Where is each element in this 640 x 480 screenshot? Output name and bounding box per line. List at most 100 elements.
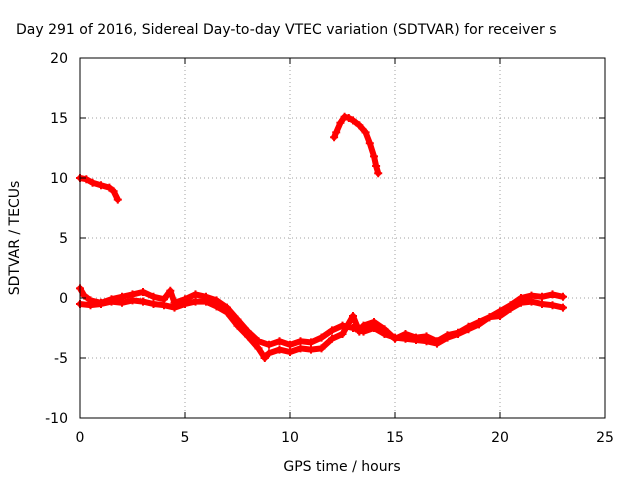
y-tick-label: 0 <box>59 291 68 307</box>
data-point <box>365 139 374 148</box>
data-point <box>88 178 97 187</box>
data-point <box>401 330 410 338</box>
y-tick-label: 10 <box>50 171 68 187</box>
data-point <box>109 187 118 196</box>
data-point <box>233 321 242 330</box>
data-point <box>260 354 269 362</box>
data-point <box>223 308 231 317</box>
data-point <box>374 169 383 178</box>
series-layer <box>76 112 567 362</box>
tick-layer: 0 5 10 15 20 25 -10 -5 0 5 10 15 20 <box>45 51 614 446</box>
x-tick-label: 15 <box>386 430 404 446</box>
x-tick-label: 20 <box>491 430 509 446</box>
data-point <box>265 340 273 349</box>
data-point <box>254 344 263 353</box>
data-point <box>105 183 114 192</box>
plot-frame <box>79 57 606 419</box>
data-point <box>359 321 368 330</box>
data-point <box>517 298 525 307</box>
data-point <box>485 313 494 322</box>
data-point <box>538 300 546 308</box>
data-point <box>433 337 441 346</box>
data-point <box>559 303 567 312</box>
data-point <box>391 334 399 343</box>
data-point <box>244 332 252 341</box>
data-point <box>370 152 378 161</box>
data-point <box>538 292 546 301</box>
data-point <box>372 162 381 170</box>
y-tick-label: -5 <box>54 351 68 367</box>
data-point <box>286 340 294 349</box>
data-point <box>422 332 431 341</box>
data-point <box>332 128 341 137</box>
x-tick-label: 10 <box>281 430 299 446</box>
series-2-points <box>76 296 567 362</box>
data-point <box>338 330 347 338</box>
data-point <box>191 290 200 299</box>
y-tick-label: 20 <box>50 51 68 67</box>
x-tick-label: 25 <box>596 430 614 446</box>
data-point <box>97 300 105 308</box>
data-point <box>317 344 326 353</box>
data-point <box>107 297 116 306</box>
data-point <box>275 337 284 346</box>
data-point <box>370 318 378 326</box>
chart-title: Day 291 of 2016, Sidereal Day-to-day VTE… <box>16 22 557 38</box>
data-point <box>548 301 557 310</box>
data-point <box>128 296 137 305</box>
data-point <box>527 297 536 306</box>
data-point <box>265 349 273 358</box>
data-point <box>380 325 389 334</box>
data-point <box>149 300 158 308</box>
data-point <box>296 337 305 346</box>
data-point <box>454 328 462 337</box>
data-point <box>559 292 567 301</box>
data-point <box>286 348 294 356</box>
data-point <box>118 298 126 307</box>
data-point <box>166 286 175 295</box>
data-point <box>307 345 315 354</box>
y-tick-label: 5 <box>59 231 68 247</box>
data-point <box>355 327 364 336</box>
data-point <box>275 345 284 354</box>
y-axis-label: SDTVAR / TECUs <box>7 181 23 296</box>
data-point <box>349 116 357 125</box>
data-point <box>86 301 95 310</box>
data-point <box>496 312 504 320</box>
data-point <box>443 331 452 340</box>
data-point <box>361 128 370 137</box>
data-point <box>160 301 168 310</box>
data-point <box>464 322 473 331</box>
data-point <box>336 118 345 127</box>
data-point <box>181 300 189 308</box>
data-point <box>139 288 147 296</box>
data-point <box>296 344 305 353</box>
data-point <box>191 297 200 306</box>
data-point <box>412 333 420 342</box>
data-point <box>340 112 349 121</box>
data-point <box>328 334 336 343</box>
data-point <box>82 175 91 184</box>
data-point <box>212 302 221 311</box>
data-point <box>202 297 210 306</box>
series-4-points <box>330 112 383 178</box>
data-point <box>349 312 357 320</box>
data-point <box>330 133 339 142</box>
data-point <box>97 181 105 190</box>
data-point <box>307 338 315 347</box>
data-point <box>548 290 557 299</box>
x-tick-label: 0 <box>76 430 85 446</box>
y-tick-label: 15 <box>50 111 68 127</box>
grid-layer <box>80 58 605 418</box>
data-point <box>355 121 364 130</box>
data-point <box>475 318 483 326</box>
data-point <box>149 292 158 301</box>
data-point <box>506 304 515 313</box>
x-tick-label: 5 <box>181 430 190 446</box>
data-point <box>328 326 336 335</box>
data-point <box>317 333 326 342</box>
y-tick-label: -10 <box>45 411 68 427</box>
data-point <box>170 303 179 312</box>
x-axis-label: GPS time / hours <box>283 459 400 475</box>
